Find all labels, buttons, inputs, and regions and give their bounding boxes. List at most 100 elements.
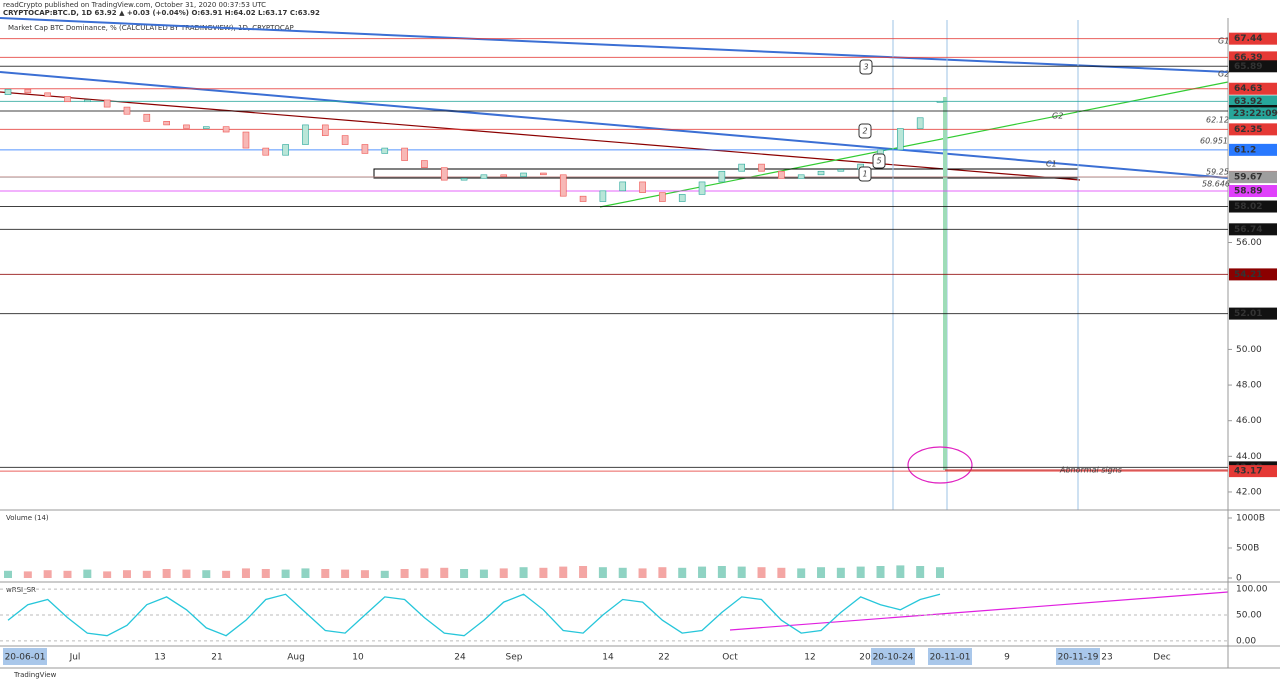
y-tick-label: 42.00 bbox=[1236, 487, 1262, 497]
candle bbox=[698, 181, 706, 195]
volume-bar bbox=[341, 569, 350, 578]
candle bbox=[559, 174, 567, 197]
price-tag: 67.44 bbox=[1234, 34, 1262, 44]
volume-bar bbox=[856, 566, 865, 578]
candle bbox=[520, 172, 527, 177]
x-tick-label: 23 bbox=[1101, 653, 1112, 663]
price-tag: 58.02 bbox=[1234, 202, 1262, 212]
trend-line bbox=[0, 91, 1081, 181]
x-tick-label: 9 bbox=[1004, 653, 1010, 663]
volume-bar bbox=[301, 568, 310, 578]
volume-bar bbox=[400, 569, 409, 578]
volume-bar bbox=[598, 567, 607, 578]
price-tag-bg bbox=[1229, 60, 1277, 73]
candle bbox=[421, 160, 428, 168]
rsi-line bbox=[7, 593, 941, 637]
volume-bar bbox=[936, 567, 944, 578]
volume-bar bbox=[261, 569, 270, 578]
price-tag: 56.74 bbox=[1234, 225, 1262, 235]
candle bbox=[381, 147, 389, 154]
volume-bar bbox=[618, 567, 627, 578]
volume-bar bbox=[83, 569, 92, 578]
x-tick-label: Oct bbox=[722, 653, 738, 663]
candle bbox=[639, 181, 646, 193]
rsi-tick-label: 100.00 bbox=[1236, 585, 1268, 595]
candle bbox=[440, 167, 448, 181]
candle bbox=[4, 88, 12, 95]
volume-bar bbox=[440, 567, 449, 578]
candle bbox=[163, 121, 170, 126]
x-tick-label: 20 bbox=[859, 653, 871, 663]
volume-bar bbox=[321, 569, 330, 578]
rsi-title: wRSI_SR bbox=[6, 586, 36, 594]
candle bbox=[401, 147, 408, 161]
annotation: C1 bbox=[1046, 160, 1057, 169]
price-tag: 59.67 bbox=[1234, 173, 1262, 183]
annotation: G1 bbox=[1218, 37, 1229, 46]
price-tag: 61.2 bbox=[1234, 145, 1256, 155]
volume-bar bbox=[380, 570, 389, 578]
annotation: 2 bbox=[863, 127, 868, 136]
volume-bar bbox=[460, 569, 469, 578]
volume-bar bbox=[658, 567, 667, 578]
price-tag: 58.89 bbox=[1234, 187, 1262, 197]
volume-bar bbox=[162, 569, 171, 578]
marker-box bbox=[858, 123, 872, 139]
price-tag-bg bbox=[1229, 223, 1277, 236]
candle bbox=[619, 181, 627, 192]
volume-bar bbox=[757, 567, 766, 578]
trend-line bbox=[0, 71, 1229, 179]
price-tag-bg bbox=[1229, 95, 1277, 108]
price-tag-bg bbox=[1229, 143, 1277, 156]
candle bbox=[460, 178, 468, 181]
volume-bar bbox=[559, 566, 568, 578]
countdown: 23:22:09 bbox=[1233, 109, 1278, 119]
annotation: 1 bbox=[863, 170, 868, 179]
volume-bar bbox=[43, 570, 52, 578]
annotation: 62.12 bbox=[1206, 116, 1229, 125]
volume-bar bbox=[638, 568, 647, 578]
annotation: G2 bbox=[1218, 70, 1229, 79]
x-tick-label: 20-10-24 bbox=[873, 653, 914, 663]
x-tick-label: 20-11-01 bbox=[930, 653, 971, 663]
candle bbox=[361, 144, 369, 154]
candle bbox=[897, 128, 904, 151]
volume-bar bbox=[202, 570, 211, 578]
volume-bar bbox=[797, 568, 806, 578]
price-tag-bg bbox=[1229, 200, 1277, 213]
rsi-tick-label: 50.00 bbox=[1236, 611, 1262, 621]
rsi-tick-label: 0.00 bbox=[1236, 636, 1256, 646]
marker-box bbox=[858, 166, 872, 182]
highlight-ellipse bbox=[907, 446, 973, 484]
candle bbox=[579, 195, 587, 202]
candle bbox=[540, 172, 547, 176]
countdown-bg bbox=[1229, 107, 1277, 120]
annotation: 5 bbox=[877, 157, 882, 166]
price-tag-bg bbox=[1229, 185, 1277, 198]
rsi-trend bbox=[729, 591, 1229, 631]
publisher: readCrypto published on TradingView.com,… bbox=[3, 1, 266, 9]
candle bbox=[916, 117, 924, 129]
price-tag-bg bbox=[1229, 123, 1277, 136]
x-tick-label: Dec bbox=[1153, 653, 1170, 663]
price-tag: 43.17 bbox=[1234, 467, 1262, 477]
candle bbox=[302, 124, 309, 145]
volume-bar bbox=[519, 567, 528, 578]
annotation: G2 bbox=[1052, 112, 1063, 121]
candle bbox=[341, 135, 349, 145]
abnormal-wick bbox=[943, 97, 947, 470]
candle bbox=[936, 101, 944, 103]
price-tag-bg bbox=[1229, 171, 1277, 184]
candle bbox=[837, 169, 845, 172]
volume-tick-label: 0 bbox=[1236, 574, 1242, 584]
price-tag-bg bbox=[1229, 82, 1277, 95]
x-tick-label: Aug bbox=[287, 653, 305, 663]
candle bbox=[44, 92, 51, 97]
volume-bar bbox=[281, 569, 290, 578]
price-tag-bg bbox=[1229, 32, 1277, 45]
candle bbox=[143, 113, 151, 122]
price-tag: 66.39 bbox=[1234, 53, 1262, 63]
candle bbox=[222, 126, 230, 133]
y-tick-label: 56.00 bbox=[1236, 238, 1262, 248]
